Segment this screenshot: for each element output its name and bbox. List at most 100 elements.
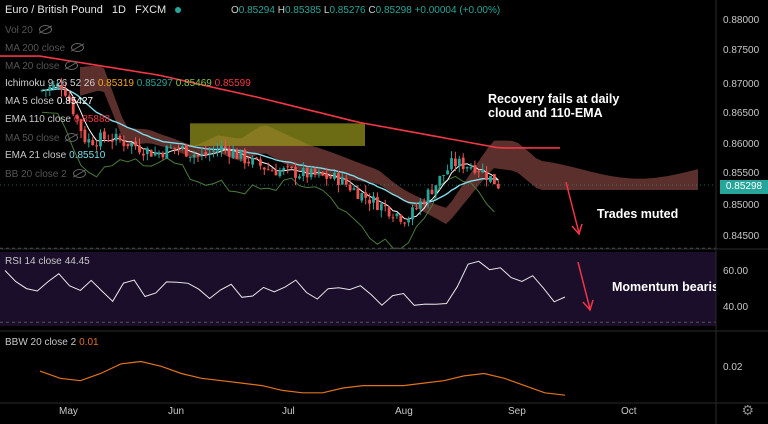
candle [383, 199, 387, 212]
candle-body [450, 158, 453, 170]
eye-off-icon[interactable] [72, 169, 86, 178]
candle [313, 167, 317, 178]
legend-bb[interactable]: BB 20 close 2 [5, 168, 86, 181]
candle [231, 145, 235, 160]
ichimoku-cloud [80, 65, 698, 224]
rsi-tick: 60.00 [723, 266, 749, 277]
candle [255, 156, 258, 160]
candle [430, 184, 434, 195]
candle [216, 143, 219, 157]
candle-body [91, 140, 95, 146]
ema21-line [41, 88, 499, 205]
legend-bbw[interactable]: BBW 20 close 2 0.01 [5, 337, 99, 348]
legend-ma20[interactable]: MA 20 close [5, 60, 79, 73]
candle [75, 113, 79, 125]
legend-ema21[interactable]: EMA 21 close 0.85510 [5, 150, 106, 161]
legend-ma5[interactable]: MA 5 close 0.85427 [5, 96, 94, 107]
candle [126, 144, 130, 149]
candle [489, 175, 492, 184]
candle-body [360, 193, 364, 201]
candle-body [122, 140, 126, 146]
bbw-line-path [39, 360, 566, 396]
eye-off-icon[interactable] [71, 43, 85, 52]
legend-ema110[interactable]: EMA 110 close 0.85888 [5, 114, 111, 125]
candle-body [188, 156, 192, 158]
candle [52, 81, 56, 91]
candle [411, 204, 414, 225]
legend-ma50[interactable]: MA 50 close [5, 132, 79, 145]
candle-body [48, 86, 52, 91]
candle-body [411, 207, 414, 220]
candle [223, 139, 227, 154]
candle [399, 213, 403, 225]
candle [153, 146, 157, 157]
candle-body [461, 157, 465, 169]
candle [321, 171, 325, 177]
candle-body [305, 167, 309, 178]
price-tick: 0.85000 [723, 200, 760, 211]
candle [188, 156, 192, 162]
candle [457, 155, 461, 173]
arrow-down [565, 181, 580, 234]
candle-body [321, 171, 325, 176]
candle-body [395, 213, 399, 217]
bollinger-lines [41, 111, 495, 250]
candle [157, 150, 161, 159]
month-label: Jun [168, 406, 185, 417]
candle-body [477, 171, 481, 173]
candle [395, 212, 399, 219]
candle [239, 150, 243, 162]
candle-body [99, 132, 102, 147]
candle [337, 170, 340, 193]
candle [340, 173, 344, 185]
legend-rsi[interactable]: RSI 14 close 44.45 [5, 256, 90, 267]
legend-ichimoku[interactable]: Ichimoku 9 26 52 26 0.85319 0.85297 0.85… [5, 78, 251, 89]
candle [372, 192, 375, 210]
candle [278, 167, 282, 178]
symbol-title[interactable]: Euro / British Pound 1D FXCM [5, 4, 185, 16]
candle [325, 167, 329, 186]
candlesticks [40, 78, 500, 227]
candle [161, 151, 165, 160]
eye-off-icon[interactable] [65, 133, 79, 142]
candle-body [372, 196, 375, 203]
gear-icon[interactable]: ⚙ [741, 402, 754, 418]
candle-body [379, 203, 383, 211]
candle-body [454, 158, 457, 167]
candle [356, 184, 360, 200]
candle-body [161, 152, 165, 158]
ichimoku-cloud-bearish [80, 65, 698, 224]
candle [305, 166, 309, 183]
ohlc-readout: O0.85294 H0.85385 L0.85276 C0.85298 +0.0… [231, 5, 501, 16]
eye-off-icon[interactable] [38, 25, 52, 34]
candle [247, 157, 251, 167]
candle-body [262, 167, 266, 170]
candle [294, 162, 297, 186]
eye-off-icon[interactable] [65, 61, 79, 70]
candle [67, 90, 71, 104]
legend-ma200[interactable]: MA 200 close [5, 42, 85, 55]
candle-body [52, 84, 56, 89]
candle [192, 150, 196, 165]
lagging-span-line [41, 111, 495, 250]
candle [442, 174, 446, 182]
candle [493, 174, 496, 185]
candle [262, 167, 266, 176]
ichimoku-cloud-bullish [190, 123, 365, 146]
candle [465, 166, 469, 172]
candle-body [40, 90, 44, 92]
candle [122, 135, 126, 152]
candle-body [368, 199, 371, 204]
candle-body [485, 171, 488, 181]
candle [329, 174, 332, 179]
month-label: May [59, 406, 78, 417]
candle [91, 136, 95, 146]
candle [99, 129, 102, 151]
month-label: Sep [508, 406, 526, 417]
candle [165, 144, 169, 159]
legend-vol[interactable]: Vol 20 [5, 24, 52, 37]
candle-body [383, 204, 387, 207]
candle [40, 89, 44, 93]
candle [44, 89, 48, 97]
